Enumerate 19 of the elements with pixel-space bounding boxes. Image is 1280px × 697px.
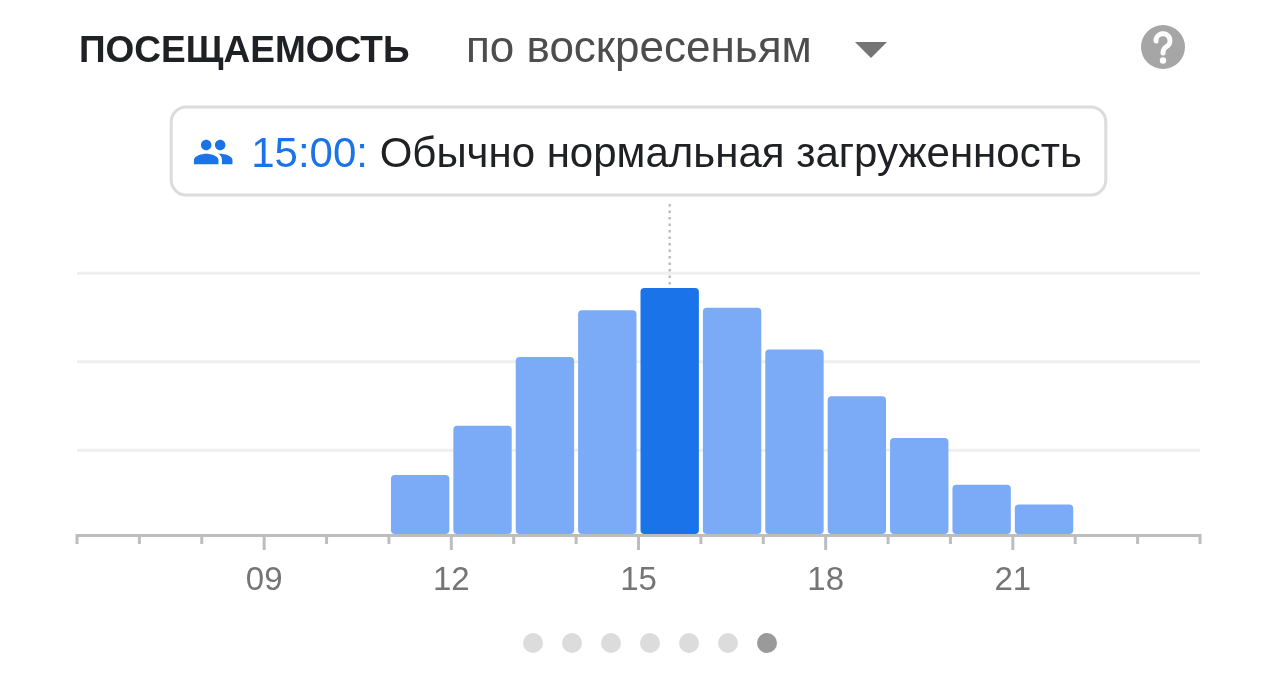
bar bbox=[390, 474, 450, 534]
bar bbox=[765, 349, 824, 534]
chart-subtitle: по воскресеньям bbox=[466, 22, 812, 71]
x-tick-label: 18 bbox=[807, 560, 845, 597]
bar bbox=[1014, 504, 1074, 534]
x-tick-label: 21 bbox=[994, 560, 1032, 597]
bar bbox=[515, 356, 575, 534]
bar bbox=[453, 425, 512, 534]
x-tick-label: 09 bbox=[245, 560, 283, 597]
bar bbox=[578, 310, 637, 534]
chart-title: ПОСЕЩАЕМОСТЬ bbox=[79, 29, 410, 70]
x-tick-label: 15 bbox=[620, 560, 657, 597]
bar bbox=[827, 396, 887, 534]
annotation: 15:00: Обычно нормальная загруженность bbox=[251, 129, 1082, 176]
bar bbox=[890, 438, 949, 534]
bar bbox=[952, 484, 1011, 534]
x-tick-label: 12 bbox=[432, 560, 470, 597]
bar bbox=[640, 288, 699, 534]
bar bbox=[702, 307, 762, 534]
